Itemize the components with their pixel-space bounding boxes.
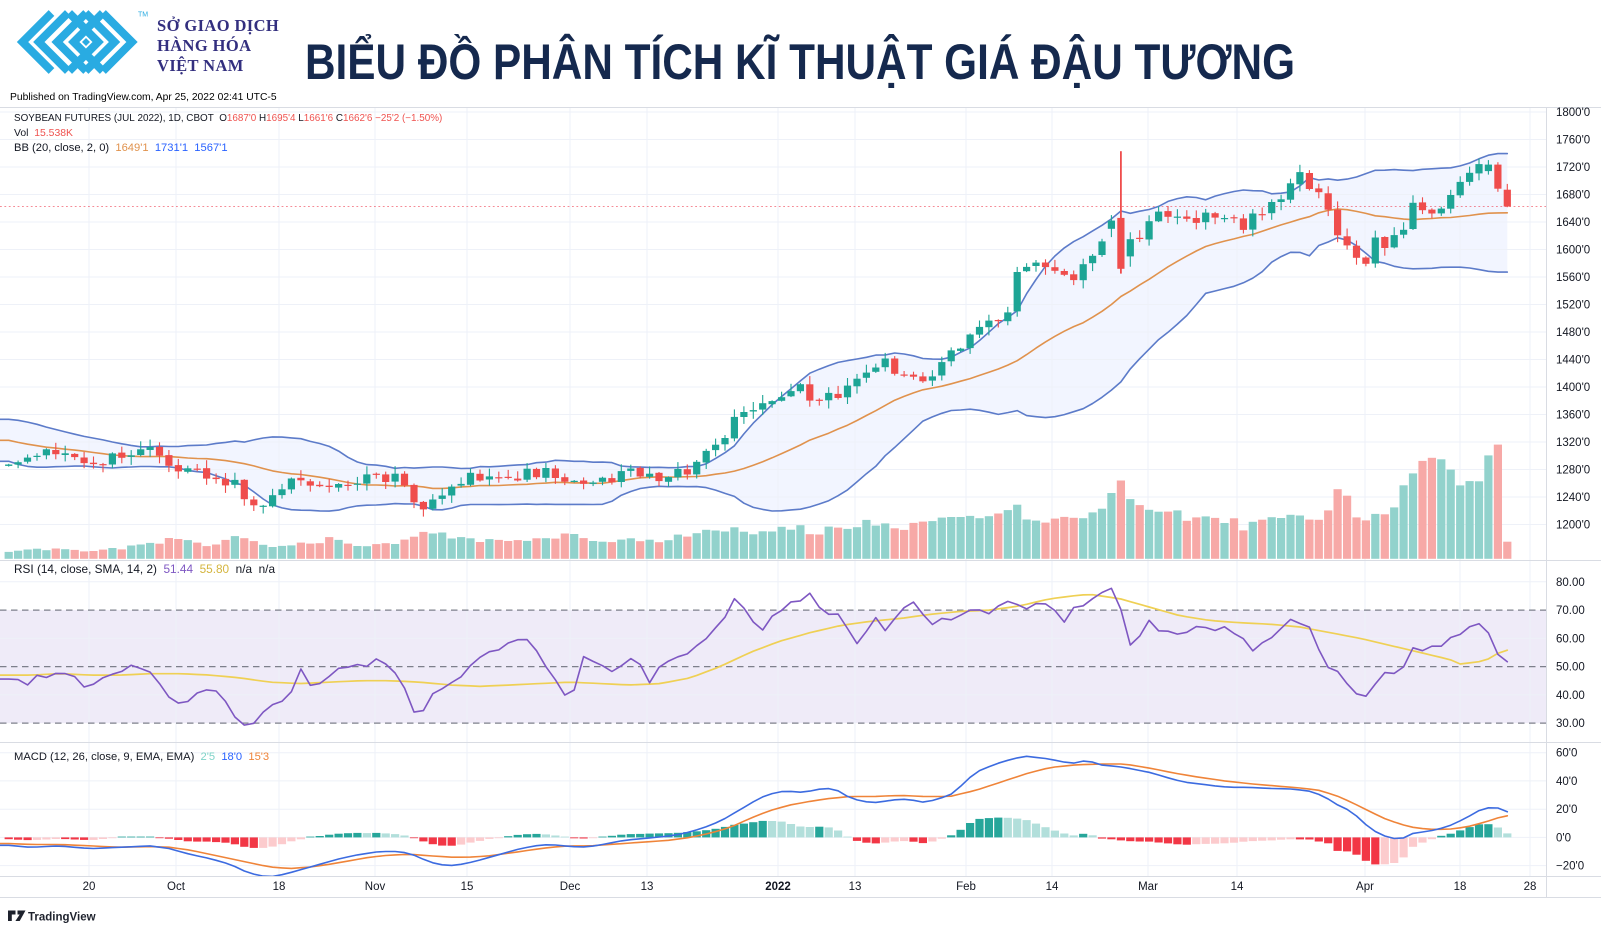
svg-text:Feb: Feb	[956, 881, 976, 893]
svg-text:Mar: Mar	[1138, 881, 1158, 893]
svg-text:BIỂU ĐỒ PHÂN TÍCH KĨ THUẬT GIÁ: BIỂU ĐỒ PHÂN TÍCH KĨ THUẬT GIÁ ĐẬU TƯƠNG	[305, 34, 1295, 90]
svg-text:1720'0: 1720'0	[1556, 162, 1590, 174]
svg-text:Published on TradingView.com,: Published on TradingView.com, Apr 25, 20…	[10, 92, 277, 103]
svg-text:BB (20, close, 2, 0) 1649'1: BB (20, close, 2, 0) 1649'1 1731'1 1567'…	[14, 142, 228, 154]
svg-text:0'0: 0'0	[1556, 832, 1571, 844]
svg-text:40.00: 40.00	[1556, 690, 1585, 702]
svg-text:30.00: 30.00	[1556, 718, 1585, 730]
svg-text:TM: TM	[138, 12, 148, 19]
svg-text:1480'0: 1480'0	[1556, 327, 1590, 339]
svg-text:18: 18	[1454, 881, 1467, 893]
svg-text:Nov: Nov	[365, 881, 386, 893]
svg-text:Apr: Apr	[1356, 881, 1374, 893]
svg-text:−20'0: −20'0	[1556, 861, 1584, 873]
svg-text:20'0: 20'0	[1556, 804, 1577, 816]
svg-text:18: 18	[273, 881, 286, 893]
svg-text:SOYBEAN FUTURES (JUL 2022), 1D: SOYBEAN FUTURES (JUL 2022), 1D, CBOT O16…	[14, 113, 442, 124]
svg-text:20: 20	[83, 881, 96, 893]
svg-text:1800'0: 1800'0	[1556, 107, 1590, 119]
svg-text:14: 14	[1231, 881, 1244, 893]
svg-text:1360'0: 1360'0	[1556, 410, 1590, 422]
svg-text:14: 14	[1046, 881, 1059, 893]
svg-text:40'0: 40'0	[1556, 776, 1577, 788]
svg-text:MACD (12, 26, close, 9, EMA, E: MACD (12, 26, close, 9, EMA, EMA) 2'5 18…	[14, 751, 269, 763]
svg-text:1600'0: 1600'0	[1556, 245, 1590, 257]
svg-text:Oct: Oct	[167, 881, 186, 893]
svg-text:60.00: 60.00	[1556, 633, 1585, 645]
svg-text:50.00: 50.00	[1556, 662, 1585, 674]
svg-text:28: 28	[1524, 881, 1537, 893]
svg-text:60'0: 60'0	[1556, 748, 1577, 760]
svg-text:RSI (14, close, SMA, 14, 2) 5: RSI (14, close, SMA, 14, 2) 51.44 55.80 …	[14, 562, 275, 576]
svg-text:HÀNG HÓA: HÀNG HÓA	[157, 36, 251, 55]
svg-text:70.00: 70.00	[1556, 605, 1585, 617]
svg-text:Dec: Dec	[560, 881, 581, 893]
svg-text:1440'0: 1440'0	[1556, 355, 1590, 367]
svg-text:1280'0: 1280'0	[1556, 465, 1590, 477]
svg-text:1400'0: 1400'0	[1556, 382, 1590, 394]
svg-text:2022: 2022	[765, 881, 791, 893]
svg-text:VIỆT NAM: VIỆT NAM	[157, 56, 244, 75]
svg-text:15: 15	[461, 881, 474, 893]
svg-text:80.00: 80.00	[1556, 577, 1585, 589]
svg-text:1560'0: 1560'0	[1556, 272, 1590, 284]
svg-text:Vol 15.538K: Vol 15.538K	[14, 128, 73, 139]
svg-text:1320'0: 1320'0	[1556, 437, 1590, 449]
svg-text:1240'0: 1240'0	[1556, 492, 1590, 504]
svg-text:1520'0: 1520'0	[1556, 300, 1590, 312]
svg-text:13: 13	[849, 881, 862, 893]
svg-text:SỞ GIAO DỊCH: SỞ GIAO DỊCH	[157, 16, 279, 35]
svg-text:1760'0: 1760'0	[1556, 135, 1590, 147]
svg-text:TradingView: TradingView	[28, 912, 96, 924]
svg-text:1200'0: 1200'0	[1556, 520, 1590, 532]
svg-text:1640'0: 1640'0	[1556, 217, 1590, 229]
svg-text:13: 13	[641, 881, 654, 893]
svg-text:1680'0: 1680'0	[1556, 190, 1590, 202]
